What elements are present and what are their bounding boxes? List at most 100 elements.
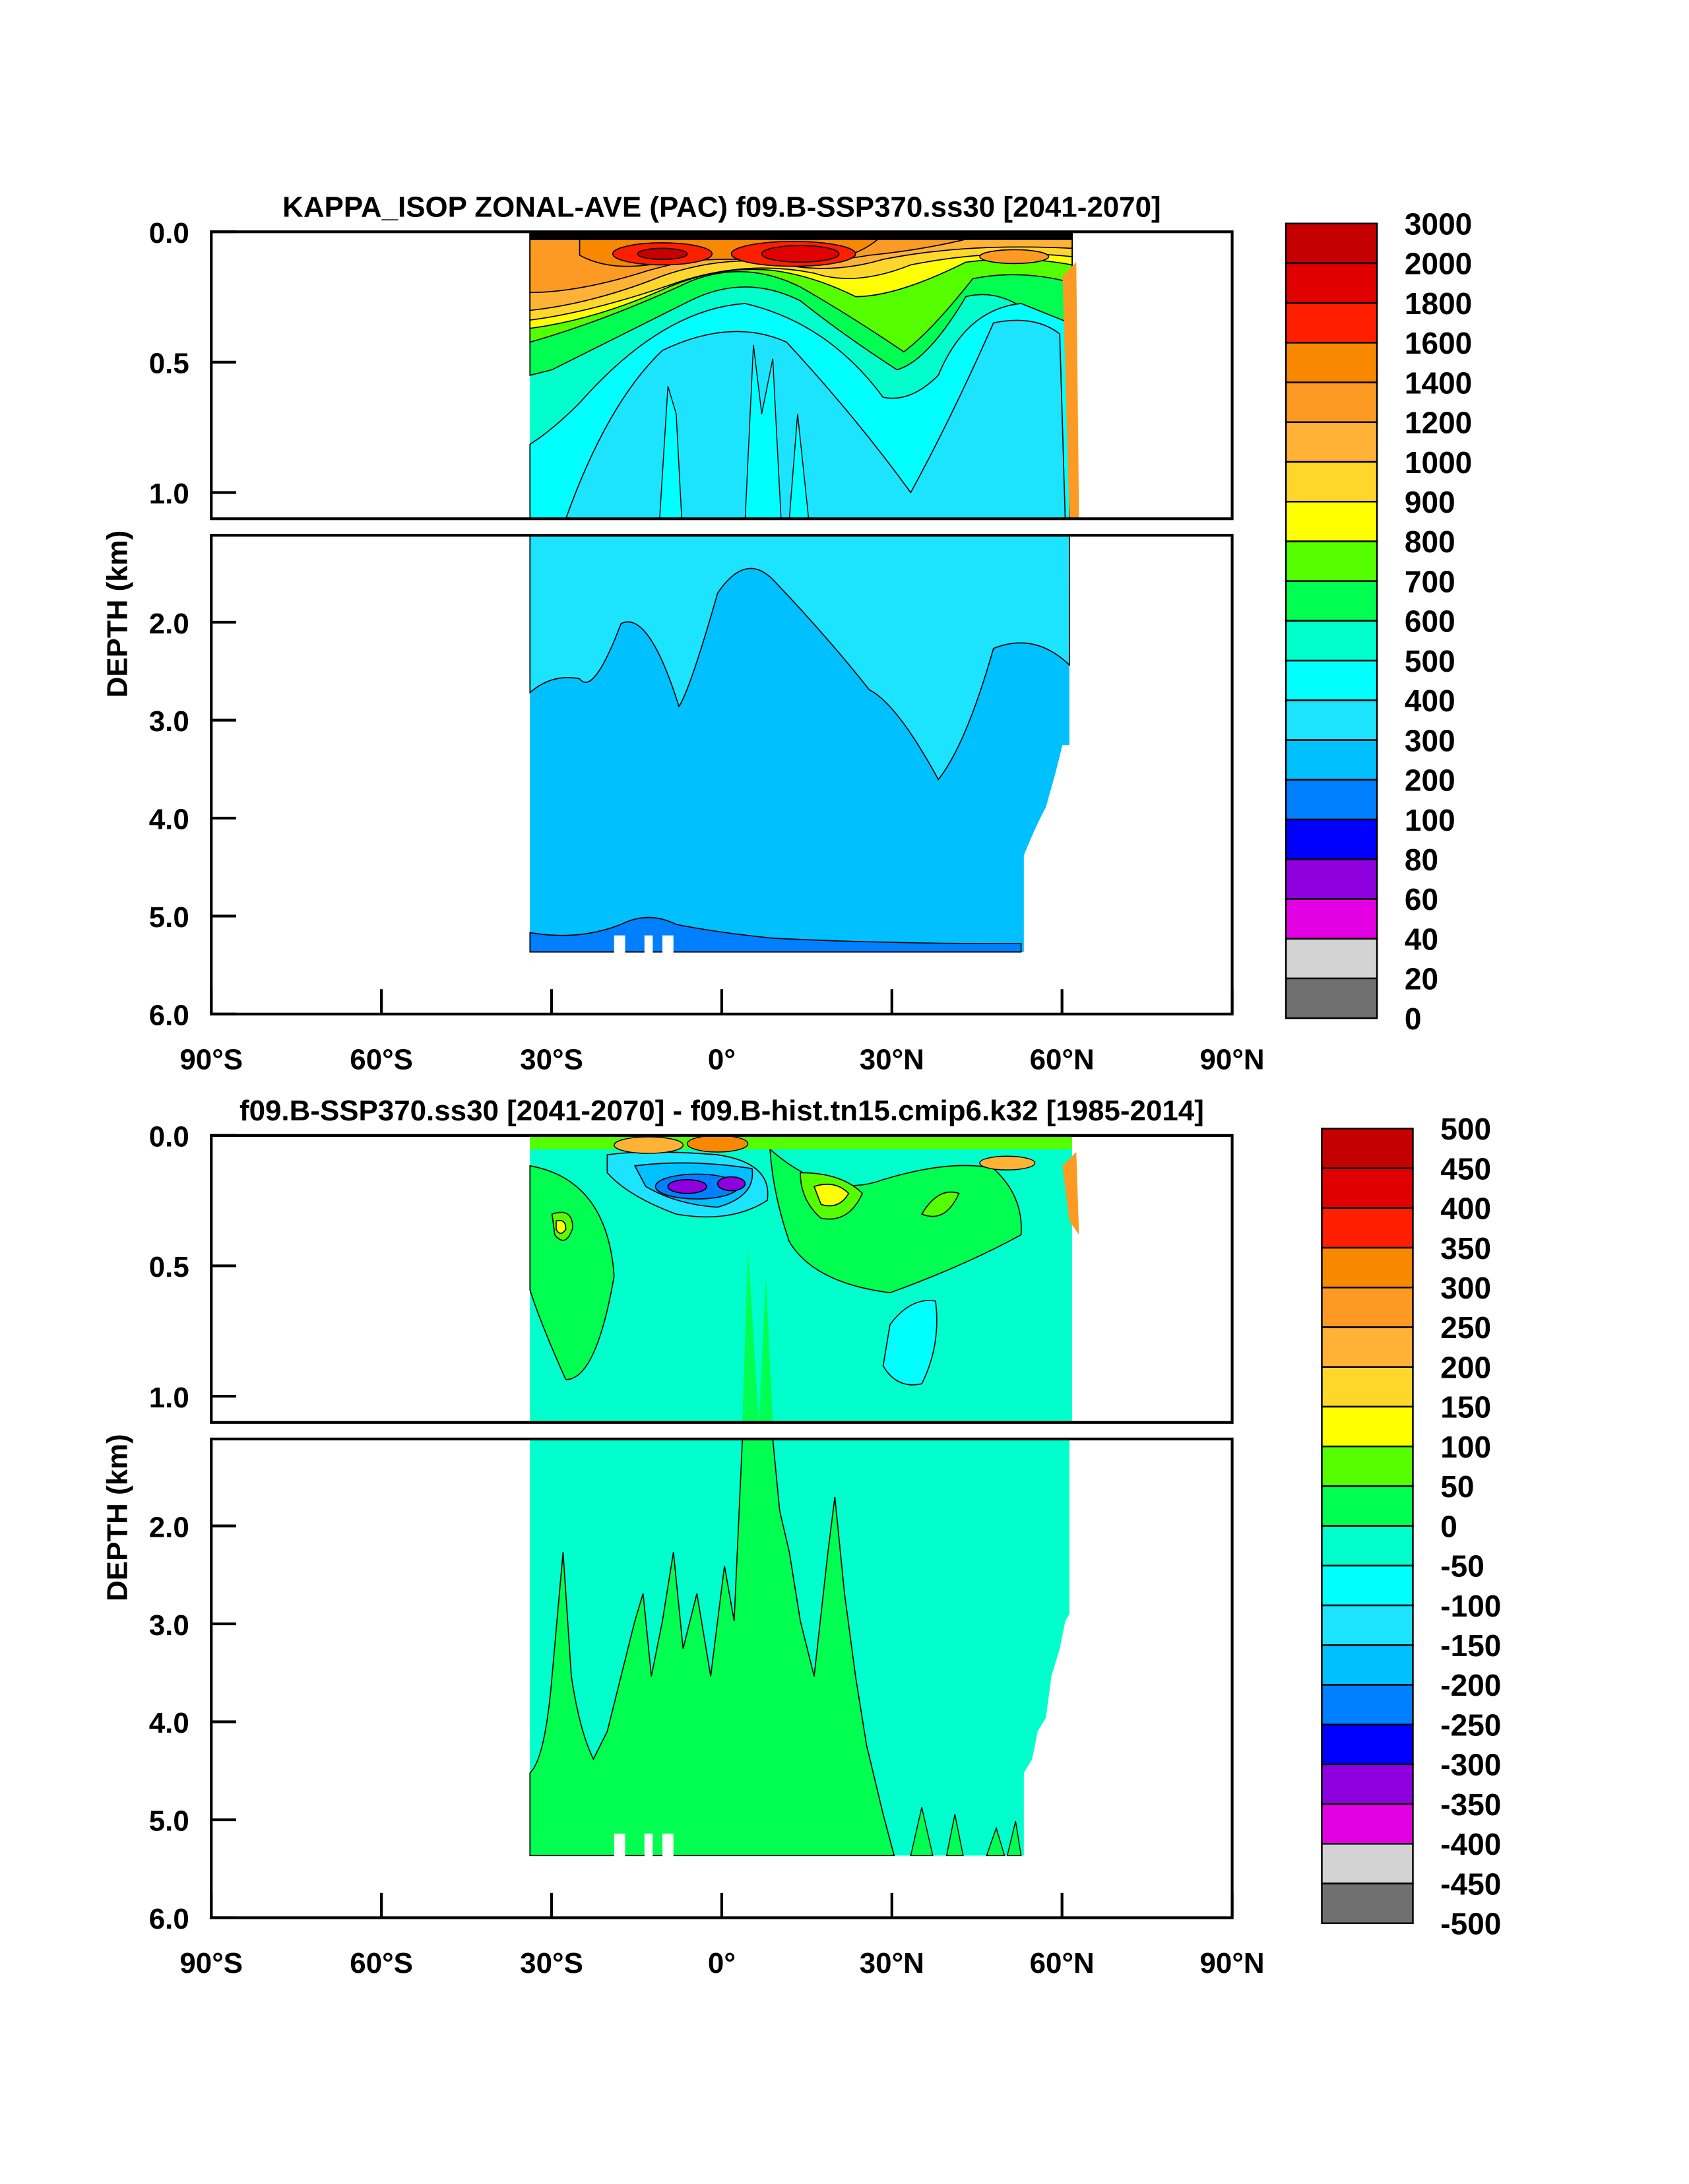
axes: 90°S 60°S 30°S 0° 30°N 60°N 90°N 0.0 0.5 1.0 2.0 3.… [149, 217, 1265, 1076]
panel-difference: f09.B-SSP370.ss30 [2041-2070] - f09.B-hi… [102, 1095, 1502, 1979]
x-tick-label: 0° [708, 1043, 736, 1076]
colorbar-label: 700 [1405, 564, 1455, 598]
x-tick-label: 90°N [1200, 1947, 1265, 1979]
colorbar-box [1321, 1485, 1414, 1527]
colorbar-label: 100 [1405, 803, 1455, 837]
y-tick-label: 0.5 [149, 348, 189, 380]
colorbar-label: 0 [1440, 1509, 1457, 1543]
colorbar-box [1321, 1604, 1414, 1646]
colorbar-label: 40 [1405, 922, 1438, 956]
x-tick-label: 30°S [520, 1043, 583, 1076]
colorbar-label: 200 [1440, 1350, 1491, 1384]
y-axis-label: DEPTH (km) [102, 530, 134, 698]
contour-fill-upper [529, 1135, 1079, 1423]
colorbar-box [1321, 1167, 1414, 1209]
colorbar-label: 400 [1440, 1192, 1491, 1226]
colorbar-label: 150 [1440, 1390, 1491, 1425]
x-tick-label: 60°S [350, 1043, 413, 1076]
colorbar-box [1285, 262, 1378, 304]
y-tick-label: 4.0 [149, 1707, 189, 1739]
plot-frame-upper [210, 230, 1234, 521]
colorbar-box [1285, 381, 1378, 424]
colorbar-label: -300 [1440, 1748, 1501, 1782]
y-tick-label: 0.5 [149, 1251, 189, 1283]
x-tick-label: 30°N [860, 1947, 924, 1979]
colorbar-label: -200 [1440, 1668, 1501, 1702]
x-tick-label: 0° [708, 1947, 736, 1979]
x-tick-label: 90°S [179, 1947, 243, 1979]
panel-kappa-isop: KAPPA_ISOP ZONAL-AVE (PAC) f09.B-SSP370.… [102, 191, 1473, 1076]
y-tick-label: 3.0 [149, 1609, 189, 1642]
contour-fill-lower [529, 535, 1074, 966]
colorbar-box [1321, 1128, 1414, 1169]
colorbar-box [1321, 1723, 1414, 1766]
colorbar-box [1285, 222, 1378, 265]
contour-fill-upper [529, 232, 1079, 519]
y-tick-label: 0.0 [149, 1121, 189, 1153]
colorbar-label: -100 [1440, 1589, 1501, 1623]
x-tick-label: 60°S [350, 1947, 413, 1979]
colorbar-box [1285, 659, 1378, 701]
colorbar-label: 60 [1405, 882, 1438, 916]
colorbar-box [1285, 898, 1378, 940]
colorbar-label: 0 [1405, 1002, 1422, 1036]
colorbar-box [1321, 1564, 1414, 1607]
colorbar-label: -400 [1440, 1827, 1501, 1861]
colorbar-box [1285, 739, 1378, 781]
colorbar-label: 500 [1405, 644, 1455, 678]
y-tick-label: 1.0 [149, 1382, 189, 1414]
colorbar-label: 2000 [1405, 247, 1472, 281]
colorbar-label: -250 [1440, 1708, 1501, 1742]
colorbar-label: 900 [1405, 485, 1455, 519]
colorbar-label: 450 [1440, 1151, 1491, 1186]
y-tick-label: 5.0 [149, 1805, 189, 1838]
colorbar-box [1285, 818, 1378, 860]
colorbar-label: 80 [1405, 843, 1438, 877]
colorbar-box [1321, 1246, 1414, 1289]
x-tick-label: 90°S [179, 1043, 243, 1076]
panel-title: f09.B-SSP370.ss30 [2041-2070] - f09.B-hi… [239, 1095, 1204, 1127]
colorbar-label: 400 [1405, 684, 1455, 718]
axes: 90°S 60°S 30°S 0° 30°N 60°N 90°N 0.0 0.5 1.0 2.0 3.… [149, 1121, 1265, 1979]
x-tick-label: 60°N [1030, 1043, 1095, 1076]
colorbar-label: 20 [1405, 962, 1438, 996]
panel-title: KAPPA_ISOP ZONAL-AVE (PAC) f09.B-SSP370.… [282, 191, 1161, 223]
colorbar-box [1285, 699, 1378, 741]
colorbar-label: 600 [1405, 604, 1455, 639]
colorbar-label: 1200 [1405, 406, 1472, 440]
plot-frame-upper [210, 1134, 1234, 1424]
colorbar-label: 3000 [1405, 207, 1472, 241]
colorbar-box [1285, 977, 1378, 1019]
colorbar-box [1321, 1207, 1414, 1249]
colorbar-box [1285, 302, 1378, 344]
colorbar-label: 1600 [1405, 326, 1472, 360]
y-tick-label: 3.0 [149, 705, 189, 738]
colorbar-box [1321, 1763, 1414, 1805]
colorbar-label: 200 [1405, 763, 1455, 798]
colorbar: 3000200018001600140012001000900800700600… [1285, 207, 1472, 1036]
colorbar-box [1321, 1326, 1414, 1368]
colorbar-label: 300 [1440, 1271, 1491, 1305]
colorbar: 500450400350300250200150100500-50-100-15… [1321, 1112, 1501, 1941]
colorbar-label: 800 [1405, 525, 1455, 559]
colorbar-label: 350 [1440, 1231, 1491, 1266]
colorbar-box [1285, 461, 1378, 503]
x-tick-label: 60°N [1030, 1947, 1095, 1979]
x-tick-label: 30°S [520, 1947, 583, 1979]
colorbar-label: 100 [1440, 1430, 1491, 1464]
y-tick-label: 0.0 [149, 217, 189, 249]
colorbar-box [1321, 1525, 1414, 1567]
y-tick-label: 6.0 [149, 1903, 189, 1935]
colorbar-label: -150 [1440, 1628, 1501, 1663]
colorbar-label: -350 [1440, 1787, 1501, 1822]
colorbar-box [1321, 1366, 1414, 1408]
colorbar-box [1285, 620, 1378, 662]
contour-fill-lower [529, 1438, 1074, 1870]
colorbar-label: 300 [1405, 723, 1455, 757]
colorbar-label: 500 [1440, 1112, 1491, 1146]
colorbar-box [1321, 1684, 1414, 1725]
y-tick-label: 6.0 [149, 1000, 189, 1032]
colorbar-box [1285, 580, 1378, 622]
y-axis-label: DEPTH (km) [102, 1434, 134, 1601]
